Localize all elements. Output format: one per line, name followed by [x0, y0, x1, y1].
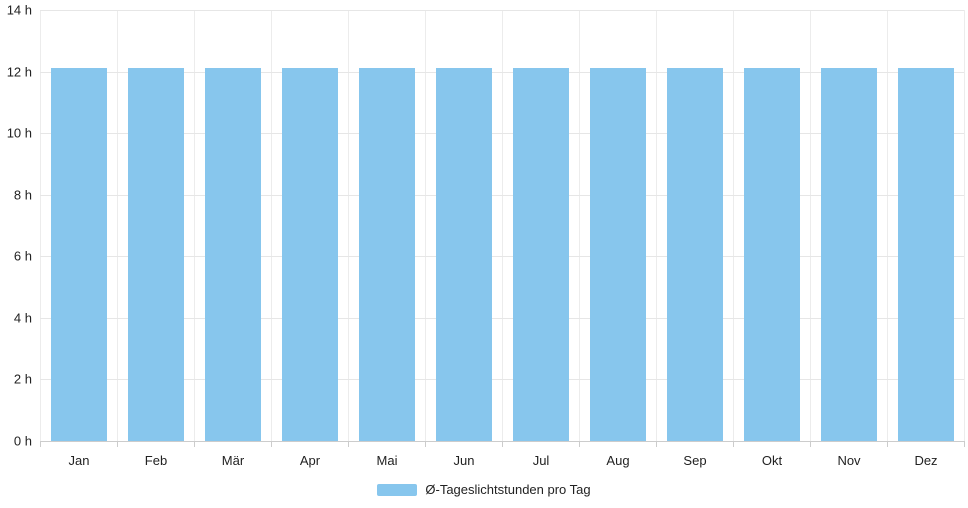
x-axis-label: Jul [532, 453, 550, 468]
x-axis-label: Okt [761, 453, 783, 468]
gridline-horizontal [40, 318, 964, 319]
bar-aug[interactable] [590, 68, 646, 441]
bar-sep[interactable] [667, 68, 723, 441]
y-axis-label: 6 h [13, 248, 32, 264]
gridline-vertical [579, 10, 580, 441]
gridline-vertical [656, 10, 657, 441]
gridline-vertical [271, 10, 272, 441]
y-axis-label: 2 h [13, 371, 32, 387]
x-axis-label: Mai [376, 453, 398, 468]
x-axis-label: Dez [914, 453, 938, 468]
gridline-horizontal [40, 72, 964, 73]
y-axis-label: 12 h [6, 64, 32, 80]
x-axis-tick [40, 441, 41, 447]
x-axis-tick [579, 441, 580, 447]
x-axis-tick [348, 441, 349, 447]
x-axis-label: Mär [221, 453, 245, 468]
x-axis-tick [194, 441, 195, 447]
bar-apr[interactable] [282, 68, 338, 441]
bar-feb[interactable] [128, 68, 184, 441]
bar-mai[interactable] [359, 68, 415, 441]
x-axis-tick [887, 441, 888, 447]
gridline-vertical [887, 10, 888, 441]
x-axis-label: Nov [837, 453, 861, 468]
gridline-horizontal [40, 256, 964, 257]
chart-legend[interactable]: Ø-Tageslichtstunden pro Tag [0, 482, 968, 497]
x-axis-line [40, 441, 964, 442]
y-axis-label: 8 h [13, 187, 32, 203]
bar-dez[interactable] [898, 68, 954, 441]
y-axis-label: 10 h [6, 125, 32, 141]
x-axis-label: Jun [453, 453, 475, 468]
x-axis-tick [810, 441, 811, 447]
gridline-horizontal [40, 379, 964, 380]
bar-jun[interactable] [436, 68, 492, 441]
gridline-horizontal [40, 195, 964, 196]
x-axis-label: Jan [68, 453, 90, 468]
x-axis-label: Feb [144, 453, 168, 468]
y-axis-label: 0 h [13, 433, 32, 449]
gridline-vertical [964, 10, 965, 441]
x-axis-label: Aug [606, 453, 630, 468]
x-axis-tick [117, 441, 118, 447]
bar-okt[interactable] [744, 68, 800, 441]
x-axis-tick [425, 441, 426, 447]
bar-nov[interactable] [821, 68, 877, 441]
x-axis-tick [733, 441, 734, 447]
gridline-vertical [117, 10, 118, 441]
x-axis-tick [271, 441, 272, 447]
gridline-horizontal [40, 10, 964, 11]
legend-swatch [377, 483, 418, 496]
x-axis-tick [656, 441, 657, 447]
gridline-vertical [733, 10, 734, 441]
gridline-horizontal [40, 133, 964, 134]
legend-label: Ø-Tageslichtstunden pro Tag [425, 482, 591, 497]
gridline-vertical [348, 10, 349, 441]
x-axis-label: Apr [299, 453, 321, 468]
bar-jul[interactable] [513, 68, 569, 441]
bar-jan[interactable] [51, 68, 107, 441]
x-axis-label: Sep [683, 453, 707, 468]
x-axis-tick [502, 441, 503, 447]
gridline-vertical [425, 10, 426, 441]
x-axis-tick [964, 441, 965, 447]
gridline-vertical [502, 10, 503, 441]
y-axis-label: 4 h [13, 310, 32, 326]
bar-mär[interactable] [205, 68, 261, 441]
gridline-vertical [194, 10, 195, 441]
gridline-vertical [40, 10, 41, 441]
y-axis-label: 14 h [6, 2, 32, 18]
gridline-vertical [810, 10, 811, 441]
